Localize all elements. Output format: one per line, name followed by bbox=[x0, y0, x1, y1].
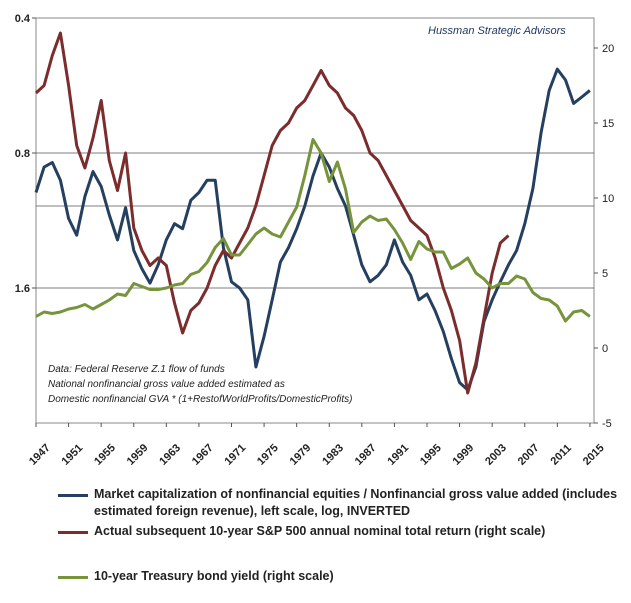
x-tick-label-6: 1971 bbox=[222, 442, 248, 468]
x-tick-label-8: 1979 bbox=[288, 442, 314, 468]
data-note-line-3: Domestic nonfinancial GVA * (1+RestofWor… bbox=[48, 394, 352, 405]
x-tick-label-1: 1951 bbox=[60, 442, 86, 468]
right-tick-label-5: -5 bbox=[602, 418, 612, 430]
left-tick-label-0: 0.4 bbox=[15, 13, 31, 25]
x-tick-label-0: 1947 bbox=[27, 442, 53, 468]
x-tick-label-9: 1983 bbox=[320, 442, 346, 468]
x-tick-label-5: 1967 bbox=[190, 442, 216, 468]
series-line-2 bbox=[35, 138, 591, 323]
series-line-1 bbox=[34, 31, 510, 395]
legend-item-market-cap: Market capitalization of nonfinancial eq… bbox=[58, 486, 618, 520]
x-tick-label-15: 2007 bbox=[516, 442, 542, 468]
data-note-line-1: Data: Federal Reserve Z.1 flow of funds bbox=[48, 364, 225, 375]
right-axis-ticks: 20 15 10 5 0 -5 bbox=[594, 43, 614, 430]
x-tick-label-3: 1959 bbox=[125, 442, 151, 468]
x-tick-label-16: 2011 bbox=[549, 442, 574, 467]
right-tick-label-4: 0 bbox=[602, 343, 608, 355]
legend-swatch-sp500-return bbox=[58, 531, 88, 534]
x-tick-label-4: 1963 bbox=[157, 442, 183, 468]
legend-label-treasury-yield: 10-year Treasury bond yield (right scale… bbox=[94, 569, 334, 583]
right-tick-label-3: 5 bbox=[602, 268, 608, 280]
legend-item-sp500-return: Actual subsequent 10-year S&P 500 annual… bbox=[58, 523, 618, 540]
x-tick-label-10: 1987 bbox=[353, 442, 379, 468]
x-tick-label-17: 2015 bbox=[581, 442, 607, 468]
x-tick-label-13: 1999 bbox=[451, 442, 477, 468]
right-tick-label-0: 20 bbox=[602, 43, 614, 55]
series-lines bbox=[34, 31, 591, 395]
series-line-0 bbox=[34, 67, 591, 392]
x-axis-ticks: 1947 1951 1955 1959 1963 1967 1971 1975 1979 1983… bbox=[27, 423, 607, 468]
left-tick-label-2: 1.6 bbox=[15, 283, 30, 295]
left-tick-label-1: 0.8 bbox=[15, 148, 30, 160]
brand-label: Hussman Strategic Advisors bbox=[428, 25, 566, 37]
legend-label-sp500-return: Actual subsequent 10-year S&P 500 annual… bbox=[94, 524, 546, 538]
legend: Market capitalization of nonfinancial eq… bbox=[58, 486, 618, 585]
legend-swatch-treasury-yield bbox=[58, 576, 88, 579]
x-tick-label-11: 1991 bbox=[385, 442, 411, 468]
x-tick-label-7: 1975 bbox=[255, 442, 281, 468]
left-axis-ticks: 0.4 0.8 1.6 bbox=[15, 13, 36, 295]
right-tick-label-2: 10 bbox=[602, 193, 614, 205]
right-tick-label-1: 15 bbox=[602, 118, 614, 130]
data-note-line-2: National nonfinancial gross value added … bbox=[48, 379, 285, 390]
legend-label-market-cap: Market capitalization of nonfinancial eq… bbox=[94, 487, 618, 518]
legend-swatch-market-cap bbox=[58, 494, 88, 497]
x-tick-label-12: 1995 bbox=[418, 442, 444, 468]
x-tick-label-14: 2003 bbox=[483, 442, 509, 468]
x-tick-label-2: 1955 bbox=[92, 442, 118, 468]
legend-item-treasury-yield: 10-year Treasury bond yield (right scale… bbox=[58, 568, 618, 585]
